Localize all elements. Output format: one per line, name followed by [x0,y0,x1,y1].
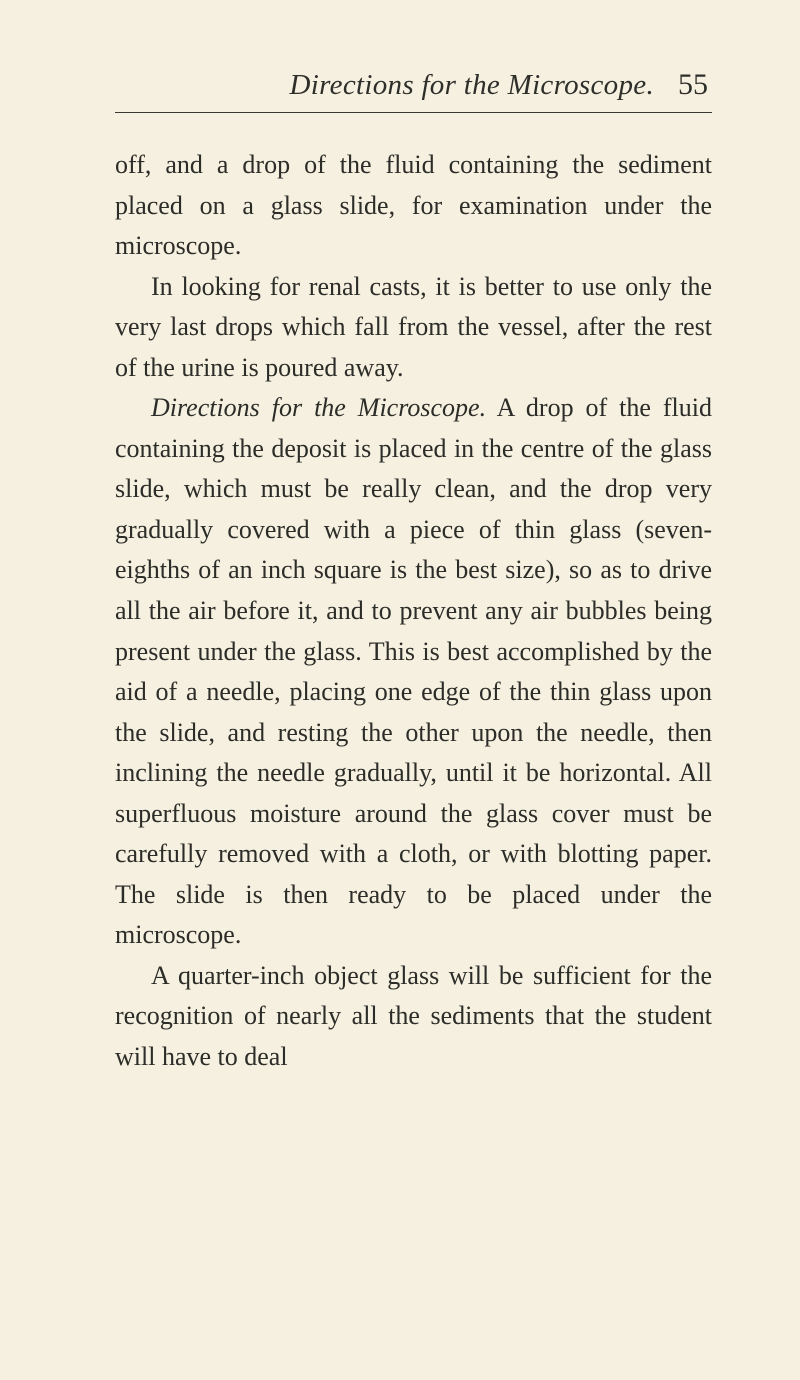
page-header: Directions for the Microscope. 55 [115,68,712,113]
paragraph-4: A quarter-inch object glass will be suff… [115,956,712,1078]
paragraph-2: In looking for renal casts, it is better… [115,267,712,389]
paragraph-3-lead: Directions for the Microscope. [151,393,486,422]
running-title: Directions for the Microscope. [290,69,654,102]
paragraph-1: off, and a drop of the fluid containing … [115,145,712,267]
page-number: 55 [678,68,708,102]
paragraph-3: Directions for the Microscope. A drop of… [115,388,712,956]
paragraph-3-body: A drop of the fluid containing the depos… [115,393,712,949]
body-text: off, and a drop of the fluid containing … [115,145,712,1078]
